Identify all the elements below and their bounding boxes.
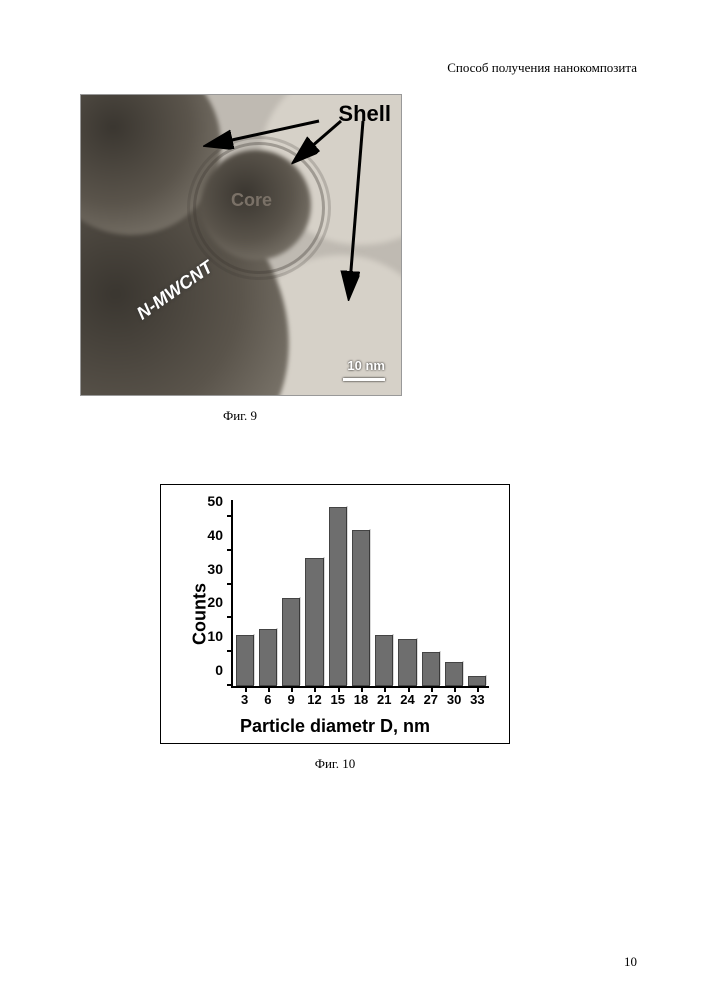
shell-label: Shell [338, 101, 391, 127]
y-tick-label: 30 [207, 561, 223, 577]
bar [352, 530, 370, 686]
bar [282, 598, 300, 686]
figure-9: Shell Core N-MWCNT 10 nm Фиг. 9 [80, 94, 400, 424]
bar [445, 662, 463, 686]
figure-10-caption: Фиг. 10 [160, 756, 510, 772]
shell-arrows [81, 95, 401, 395]
page-number: 10 [624, 954, 637, 970]
x-tick-label: 21 [377, 692, 391, 707]
bar [422, 652, 440, 686]
x-tick-label: 24 [400, 692, 414, 707]
scale-bar [343, 378, 385, 381]
x-axis-label: Particle diametr D, nm [161, 716, 509, 737]
histogram-chart: Counts 01020304050 3691215182124273033 P… [160, 484, 510, 744]
y-tick-label: 50 [207, 493, 223, 509]
x-tick-label: 3 [241, 692, 248, 707]
figure-9-caption: Фиг. 9 [80, 408, 400, 424]
x-tick-label: 30 [447, 692, 461, 707]
tem-micrograph: Shell Core N-MWCNT 10 nm [80, 94, 402, 396]
y-tick-label: 20 [207, 594, 223, 610]
x-tick-label: 12 [307, 692, 321, 707]
plot-area: 01020304050 3691215182124273033 [231, 500, 489, 688]
page: Способ получения нанокомпозита [0, 0, 707, 1000]
x-tick-label: 6 [264, 692, 271, 707]
x-tick-label: 15 [330, 692, 344, 707]
bar [468, 676, 486, 686]
bar [375, 635, 393, 686]
y-tick-label: 10 [207, 628, 223, 644]
header-title: Способ получения нанокомпозита [70, 60, 637, 76]
bar [236, 635, 254, 686]
bar [398, 639, 416, 686]
y-tick-label: 0 [215, 662, 223, 678]
x-tick-label: 9 [288, 692, 295, 707]
x-tick-label: 27 [424, 692, 438, 707]
x-tick-label: 33 [470, 692, 484, 707]
bar [329, 507, 347, 686]
figure-10: Counts 01020304050 3691215182124273033 P… [160, 484, 510, 772]
y-tick-label: 40 [207, 527, 223, 543]
bars-container: 3691215182124273033 [233, 500, 489, 686]
scale-text: 10 nm [347, 358, 385, 373]
x-tick-label: 18 [354, 692, 368, 707]
bar [305, 558, 323, 687]
core-label: Core [231, 190, 272, 211]
bar [259, 629, 277, 686]
